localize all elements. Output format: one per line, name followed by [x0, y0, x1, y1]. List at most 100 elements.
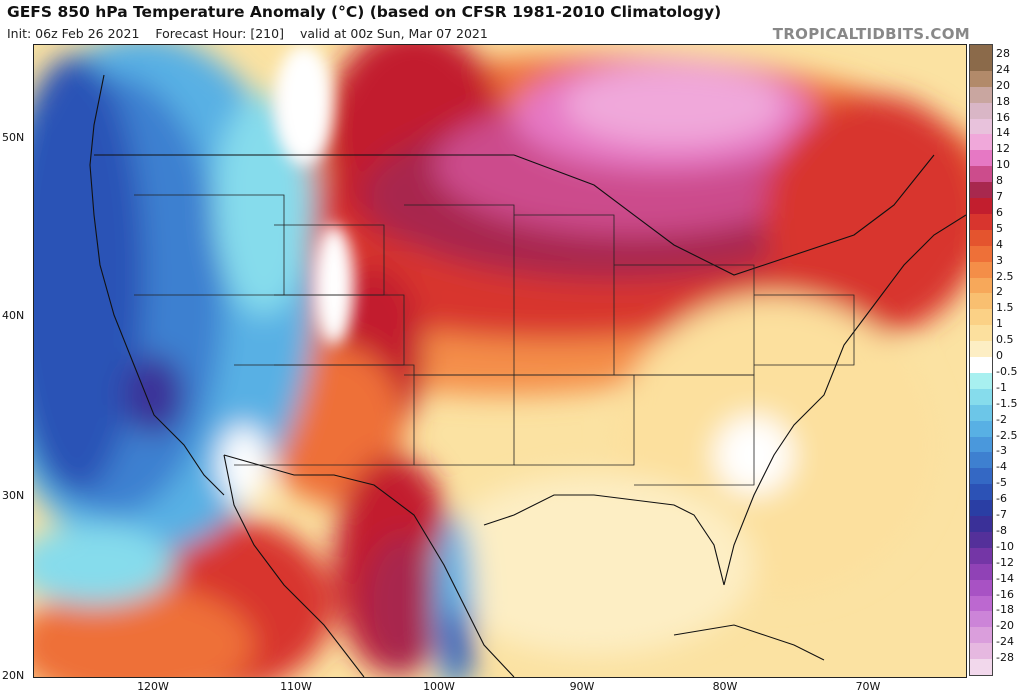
colorbar-label: 8	[996, 174, 1003, 188]
colorbar-label: -1	[996, 380, 1007, 394]
state-borders	[134, 194, 855, 486]
colorbar-label: 24	[996, 62, 1010, 76]
colorbar-swatch	[970, 86, 992, 104]
colorbar-label: -0.5	[996, 364, 1018, 378]
map-subtitle: Init: 06z Feb 26 2021 Forecast Hour: [21…	[7, 26, 500, 41]
anomaly-map-svg	[34, 45, 966, 677]
lat-label-50n: 50N	[2, 131, 25, 144]
colorbar-label: 20	[996, 78, 1010, 92]
colorbar-swatch	[970, 166, 992, 183]
anomaly-map[interactable]	[33, 44, 967, 678]
colorbar-label: 2.5	[996, 269, 1014, 283]
colorbar-label: -5	[996, 476, 1007, 490]
coastline-overlay	[89, 74, 966, 677]
colorbar-label: -2	[996, 412, 1007, 426]
colorbar-swatch	[970, 643, 992, 660]
colorbar-label: -14	[996, 571, 1014, 585]
colorbar-swatch	[970, 293, 992, 310]
colorbar-label: 18	[996, 94, 1010, 108]
colorbar-label: -28	[996, 651, 1014, 665]
colorbar-label: 5	[996, 221, 1003, 235]
colorbar-label: 2	[996, 285, 1003, 299]
colorbar-label: -3	[996, 444, 1007, 458]
colorbar-label: -7	[996, 508, 1007, 522]
colorbar-swatch	[970, 563, 992, 581]
colorbar-swatch	[970, 118, 992, 135]
colorbar-label: -12	[996, 555, 1014, 569]
colorbar-top-cap	[970, 45, 992, 55]
colorbar-label: -20	[996, 619, 1014, 633]
colorbar-label: -2.5	[996, 428, 1018, 442]
lon-label-70w: 70W	[855, 680, 881, 693]
colorbar-label: 6	[996, 205, 1003, 219]
colorbar-label: 10	[996, 158, 1010, 172]
colorbar-swatch	[970, 404, 992, 422]
lon-label-100w: 100W	[423, 680, 455, 693]
colorbar-swatch	[970, 531, 992, 549]
colorbar-swatch	[970, 388, 992, 406]
colorbar-swatch	[970, 245, 992, 263]
colorbar-swatch	[970, 547, 992, 565]
colorbar-swatch	[970, 198, 992, 215]
init-time: Init: 06z Feb 26 2021	[7, 26, 140, 41]
colorbar-swatch	[970, 102, 992, 120]
colorbar-swatch	[970, 55, 992, 72]
colorbar-swatch	[970, 357, 992, 374]
colorbar-label: 16	[996, 110, 1010, 124]
lat-label-40n: 40N	[2, 309, 25, 322]
lon-label-120w: 120W	[137, 680, 169, 693]
colorbar-label: -8	[996, 523, 1007, 537]
lon-label-80w: 80W	[712, 680, 738, 693]
colorbar-label: 28	[996, 47, 1010, 60]
colorbar-label: 0.5	[996, 333, 1014, 347]
colorbar-swatch	[970, 611, 992, 628]
colorbar	[969, 44, 993, 676]
map-title: GEFS 850 hPa Temperature Anomaly (°C) (b…	[7, 3, 722, 21]
lat-label-20n: 20N	[2, 669, 25, 682]
colorbar-label: -24	[996, 635, 1014, 649]
colorbar-swatch	[970, 70, 992, 88]
colorbar-label: 0	[996, 349, 1003, 363]
colorbar-swatch	[970, 484, 992, 501]
colorbar-label: -6	[996, 492, 1007, 506]
colorbar-swatch	[970, 579, 992, 596]
colorbar-swatch	[970, 659, 992, 676]
colorbar-swatch	[970, 182, 992, 199]
forecast-hour: Forecast Hour: [210]	[155, 26, 284, 41]
colorbar-swatch	[970, 468, 992, 485]
colorbar-label: 4	[996, 237, 1003, 251]
colorbar-swatch	[970, 229, 992, 247]
colorbar-swatch	[970, 325, 992, 342]
colorbar-swatch	[970, 213, 992, 231]
colorbar-swatch	[970, 341, 992, 358]
colorbar-swatch	[970, 627, 992, 644]
colorbar-swatch	[970, 595, 992, 612]
colorbar-label: 3	[996, 253, 1003, 267]
colorbar-label: -16	[996, 587, 1014, 601]
colorbar-swatch	[970, 309, 992, 326]
colorbar-swatch	[970, 134, 992, 151]
colorbar-label: 1	[996, 317, 1003, 331]
lon-label-90w: 90W	[569, 680, 595, 693]
colorbar-swatch	[970, 452, 992, 469]
lon-label-110w: 110W	[280, 680, 312, 693]
colorbar-swatch	[970, 420, 992, 438]
colorbar-label: 7	[996, 190, 1003, 204]
colorbar-swatch	[970, 261, 992, 279]
colorbar-swatch	[970, 516, 992, 533]
colorbar-label: 14	[996, 126, 1010, 140]
colorbar-label: -18	[996, 603, 1014, 617]
colorbar-swatch	[970, 372, 992, 390]
colorbar-label: 1.5	[996, 301, 1014, 315]
brand-watermark: TROPICALTIDBITS.COM	[772, 25, 970, 43]
colorbar-swatch	[970, 150, 992, 167]
colorbar-swatch	[970, 500, 992, 517]
lat-label-30n: 30N	[2, 489, 25, 502]
colorbar-swatch	[970, 277, 992, 294]
valid-time: valid at 00z Sun, Mar 07 2021	[299, 26, 488, 41]
colorbar-swatch	[970, 436, 992, 453]
colorbar-label: 12	[996, 142, 1010, 156]
colorbar-label: -10	[996, 539, 1014, 553]
colorbar-label: -4	[996, 460, 1007, 474]
colorbar-label: -1.5	[996, 396, 1018, 410]
